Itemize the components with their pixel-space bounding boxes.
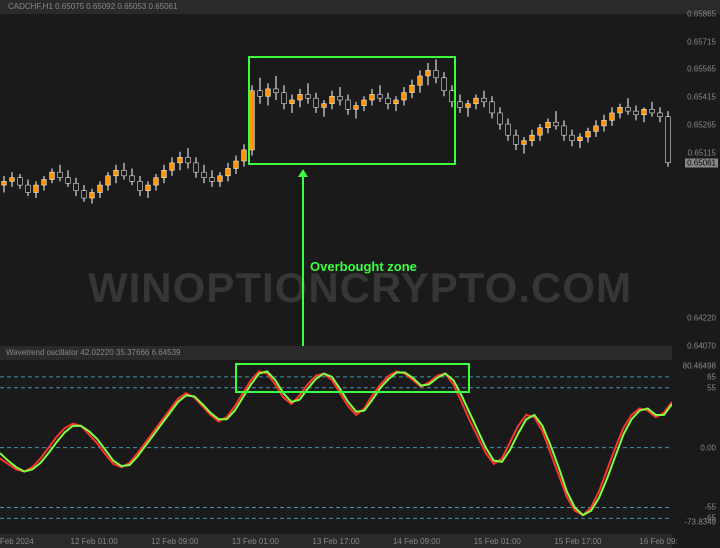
oscillator-highlight-box xyxy=(235,363,470,393)
symbol-header: CADCHF,H1 0.65075 0.65092 0.65053 0.6506… xyxy=(0,0,720,14)
annotation-label: Overbought zone xyxy=(310,259,417,274)
oscillator-panel[interactable] xyxy=(0,360,672,528)
price-y-axis: 0.658650.657150.655650.654150.652650.651… xyxy=(672,14,720,346)
annotation-arrow-line xyxy=(302,175,304,358)
oscillator-header: Wavetrend oscillator 42.02220 35.37666 6… xyxy=(0,346,672,360)
oscillator-label: Wavetrend oscillator 42.02220 35.37666 6… xyxy=(6,348,181,357)
price-highlight-box xyxy=(248,56,456,165)
oscillator-y-axis: 80.4649865550.00-55-65-73.8349 xyxy=(672,360,720,528)
annotation-arrow-up-icon xyxy=(298,169,308,177)
time-x-axis: 9 Feb 202412 Feb 01:0012 Feb 09:0013 Feb… xyxy=(0,534,672,548)
container: CADCHF,H1 0.65075 0.65092 0.65053 0.6506… xyxy=(0,0,720,548)
symbol-text: CADCHF,H1 0.65075 0.65092 0.65053 0.6506… xyxy=(8,2,177,11)
price-panel[interactable] xyxy=(0,14,672,346)
